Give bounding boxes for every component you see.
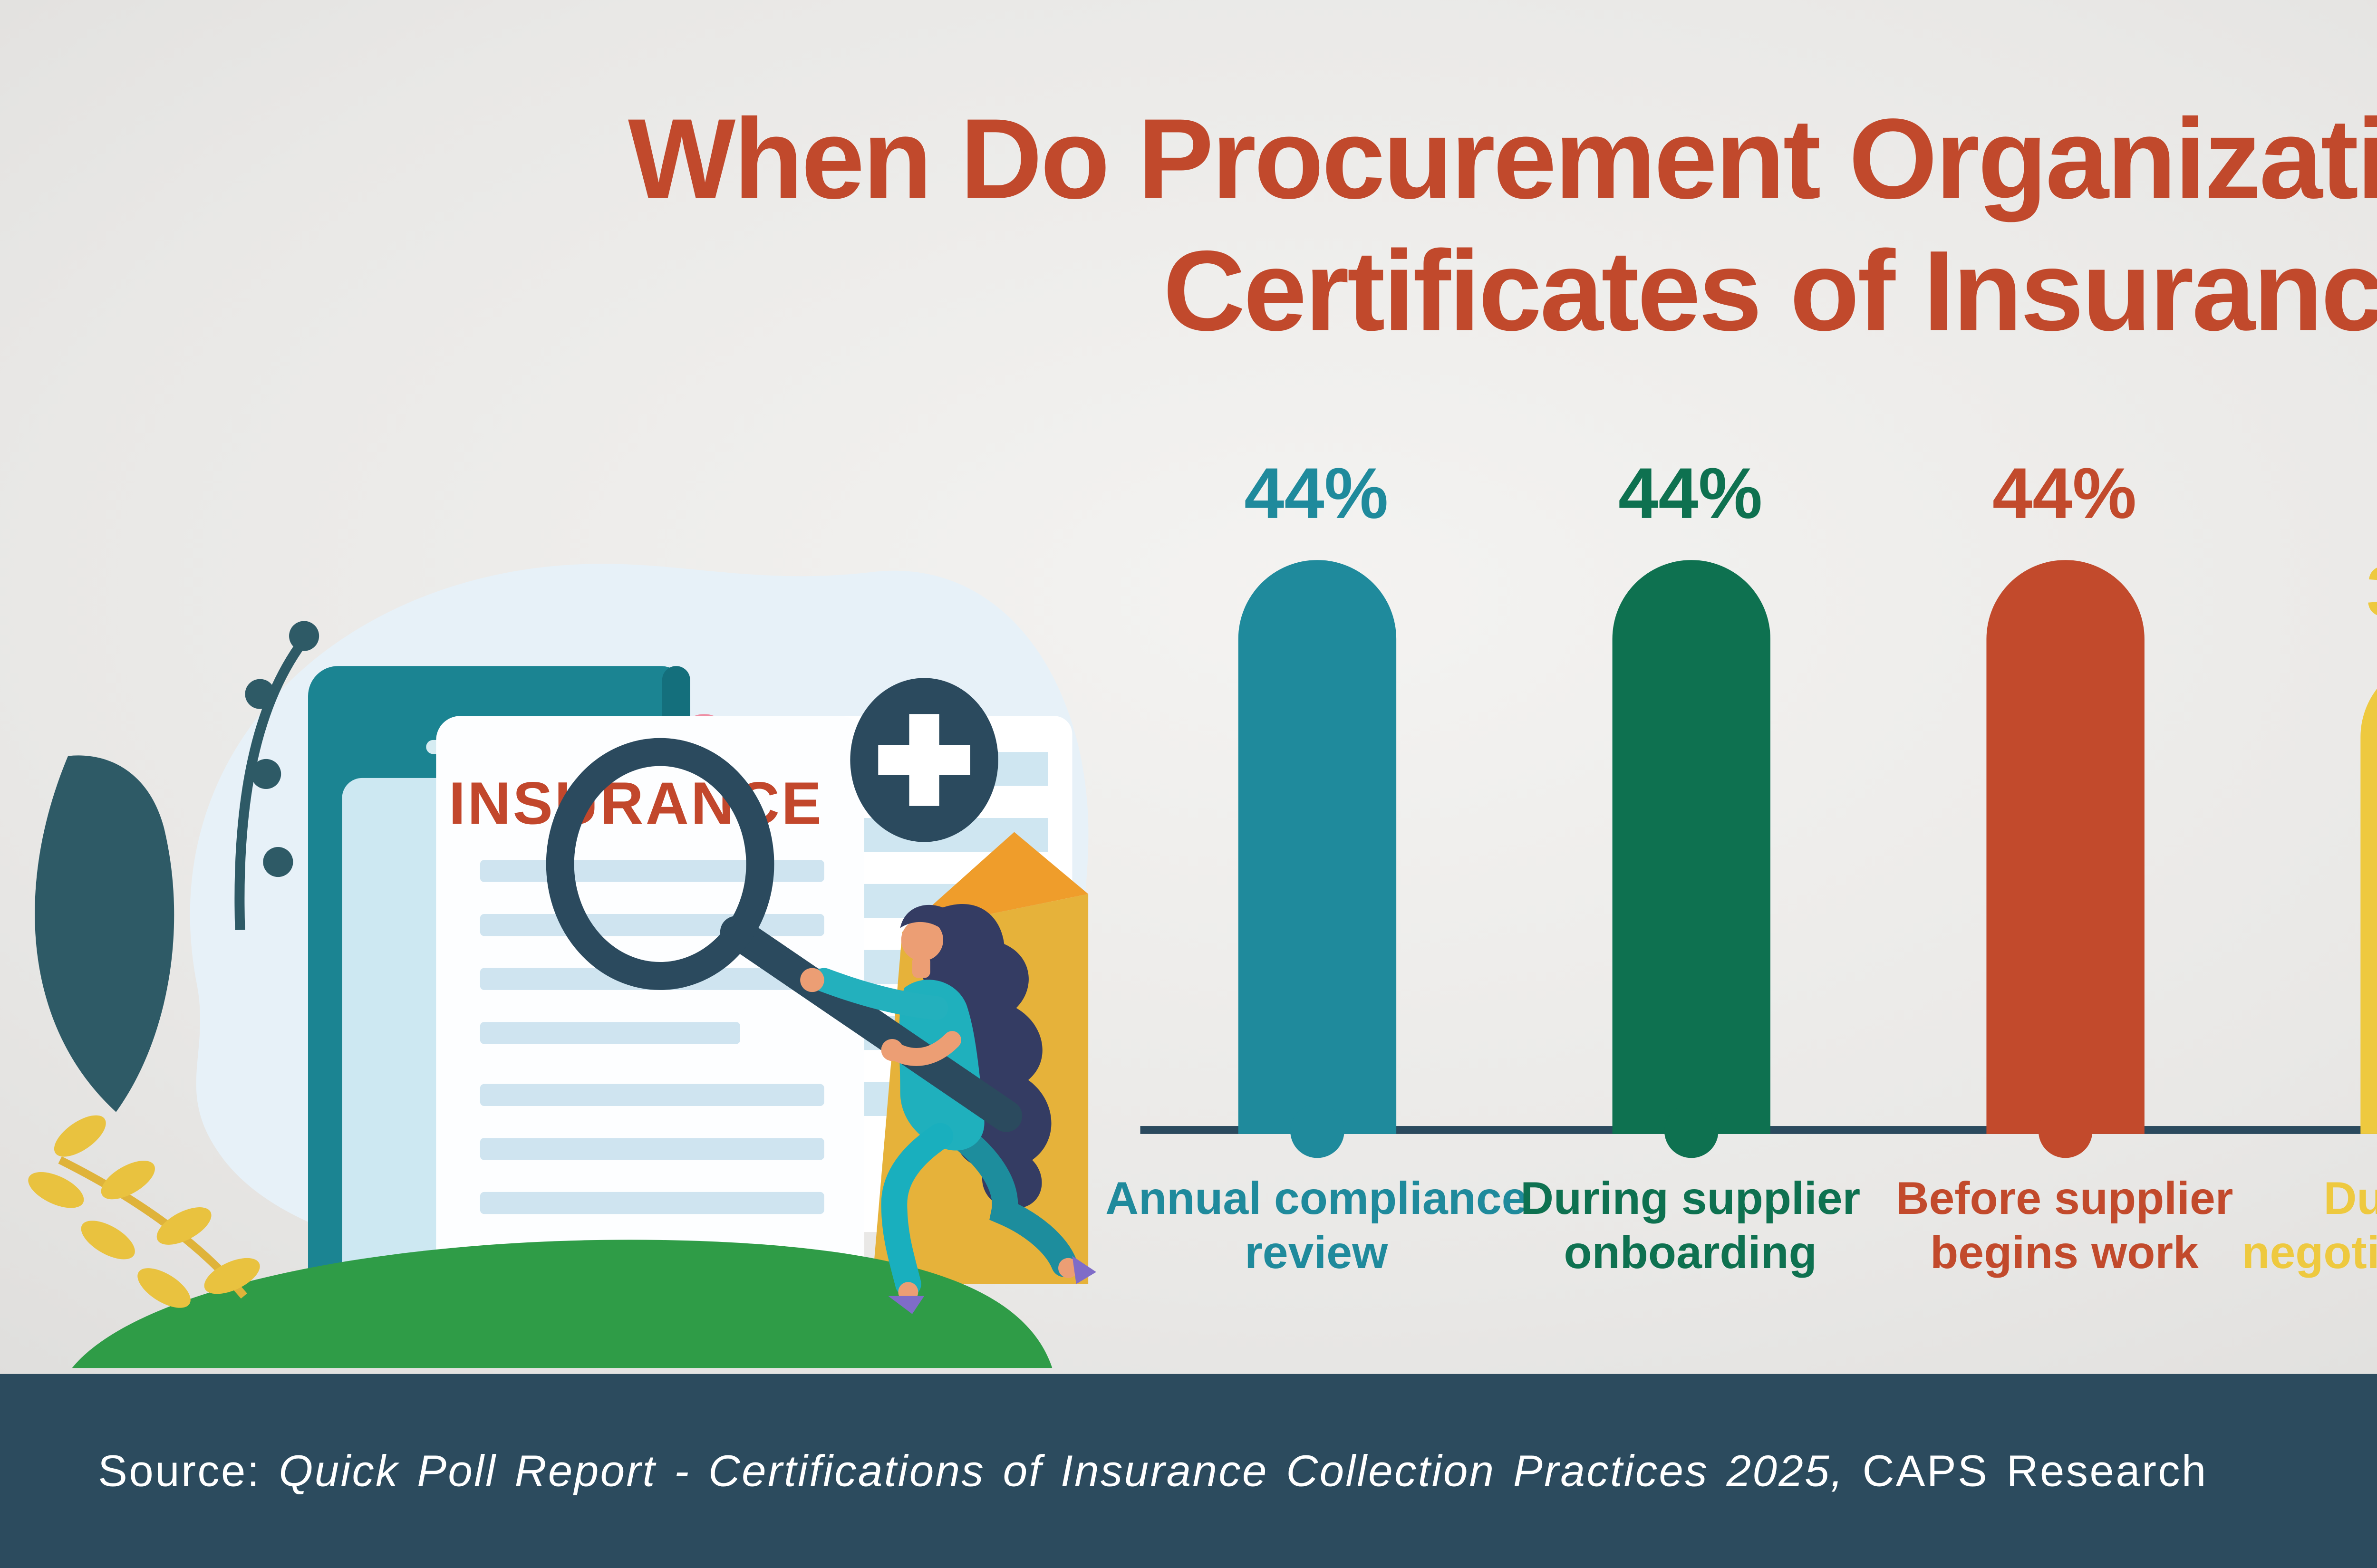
bar-drip (1289, 1103, 1343, 1157)
value-label: 44% (1244, 452, 1389, 534)
arms (800, 968, 961, 1066)
value-label: 44% (1618, 452, 1763, 534)
leaf-icon (35, 755, 174, 1112)
category-label-line: Annual compliance (1105, 1172, 1527, 1224)
magnifier-handle (720, 916, 1023, 1132)
footer: Source: Quick Poll Report - Certificatio… (0, 1374, 2377, 1568)
category-label-line: begins work (1930, 1226, 2199, 1278)
source-text: Source: Quick Poll Report - Certificatio… (98, 1445, 2208, 1497)
category-label-line: During supplier (1520, 1172, 1861, 1224)
hair (921, 904, 1052, 1209)
grass-icon (72, 1240, 1053, 1368)
value-label: 31% (2279, 551, 2377, 632)
category-label: Annual compliance review (1092, 1172, 1541, 1280)
value-label: 44% (1992, 452, 2137, 534)
bar-drip (2037, 1103, 2092, 1157)
bar (1237, 560, 1396, 1134)
source-report-title: Quick Poll Report - Certifications of In… (279, 1445, 1845, 1495)
source-suffix: CAPS Research (1845, 1445, 2208, 1495)
title-line2: Certificates of Insurance (1163, 228, 2377, 356)
yellow-branch-icon (28, 1115, 260, 1308)
illustration: INSURANCE (28, 564, 1096, 1368)
plus-icon (850, 678, 998, 842)
category-label-line: Before supplier (1895, 1172, 2233, 1224)
category-label: During thenegotiation phase (2214, 1172, 2377, 1280)
page-title: When Do Procurement Organizations Collec… (470, 94, 2377, 358)
category-label: During supplier onboarding (1466, 1172, 1914, 1280)
bar (1985, 560, 2144, 1134)
category-label-line: negotiation phase (2242, 1226, 2377, 1278)
category-label-line: During the (2323, 1172, 2377, 1224)
bar (1611, 560, 1769, 1134)
category-label-line: review (1245, 1226, 1388, 1278)
title-line1: When Do Procurement Organizations Collec… (628, 96, 2377, 224)
category-label-line: onboarding (1564, 1226, 1817, 1278)
bar-drip (1663, 1103, 1718, 1157)
bar (2359, 658, 2377, 1134)
magnifier-icon (546, 738, 774, 990)
source-prefix: Source: (98, 1445, 279, 1495)
category-label: Before supplier begins work (1840, 1172, 2289, 1280)
